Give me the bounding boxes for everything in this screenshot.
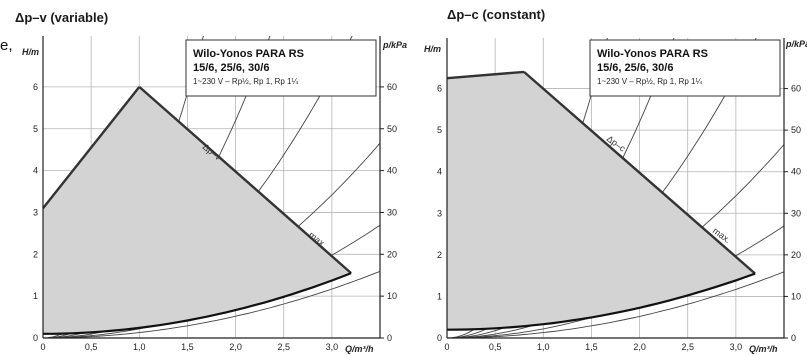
x-tick-label: 1,0 bbox=[133, 342, 146, 352]
y2-tick-label: 30 bbox=[387, 207, 397, 217]
y2-tick-label: 0 bbox=[791, 333, 796, 343]
y-tick-labels: 0 1 2 3 4 5 6 bbox=[33, 82, 38, 343]
x-tick-label: 2,0 bbox=[633, 342, 646, 352]
x-tick-label: 3,0 bbox=[326, 342, 339, 352]
y2-tick-label: 40 bbox=[791, 167, 801, 177]
x-tick-label: 2,0 bbox=[229, 342, 242, 352]
y-tick-label: 2 bbox=[437, 250, 442, 260]
info-box-subtitle: 1~230 V – Rp½, Rp 1, Rp 1¼ bbox=[193, 77, 299, 86]
y2-tick-label: 40 bbox=[387, 166, 397, 176]
y-tick-label: 4 bbox=[437, 167, 442, 177]
x-tick-label: 3,0 bbox=[730, 342, 743, 352]
info-box: Wilo-Yonos PARA RS 15/6, 25/6, 30/6 1~23… bbox=[185, 39, 377, 97]
y2-tick-label: 60 bbox=[791, 84, 801, 94]
x-tick-labels: 0 0,5 1,0 1,5 2,0 2,5 3,0 bbox=[444, 342, 742, 352]
max-curve bbox=[523, 70, 756, 275]
x-tick-label: 1,5 bbox=[585, 342, 598, 352]
x-tick-label: 0,5 bbox=[85, 342, 98, 352]
x-tick-labels: 0 0,5 1,0 1,5 2,0 2,5 3,0 bbox=[40, 342, 338, 352]
x-tick-label: 1,5 bbox=[181, 342, 194, 352]
info-box: Wilo-Yonos PARA RS 15/6, 25/6, 30/6 1~23… bbox=[589, 39, 781, 97]
chart-title-variable: Δp–v (variable) bbox=[15, 10, 108, 25]
y2-tick-label: 10 bbox=[791, 291, 801, 301]
info-box-title-1: Wilo-Yonos PARA RS bbox=[597, 48, 708, 60]
system-curve bbox=[447, 271, 784, 338]
operating-area bbox=[447, 71, 756, 330]
y-tick-label: 6 bbox=[437, 84, 442, 94]
chart-title-constant: Δp–c (constant) bbox=[447, 7, 545, 22]
x-tick-label: 0 bbox=[444, 342, 449, 352]
page-text-fragment: e, bbox=[0, 37, 13, 54]
y2-tick-label: 50 bbox=[387, 124, 397, 134]
y-tick-label: 3 bbox=[437, 208, 442, 218]
x-axis-label: Q/m³/h bbox=[345, 344, 374, 354]
max-curve bbox=[138, 85, 352, 275]
x-tick-label: 1,0 bbox=[537, 342, 550, 352]
chart-frame bbox=[446, 38, 785, 339]
y2-axis-label: p/kPa bbox=[382, 40, 407, 50]
info-box-title-2: 15/6, 25/6, 30/6 bbox=[597, 62, 673, 74]
y2-tick-labels: 0 10 20 30 40 50 60 bbox=[784, 84, 801, 343]
chart-frame bbox=[42, 36, 381, 339]
y2-tick-label: 20 bbox=[791, 250, 801, 260]
y2-tick-label: 20 bbox=[387, 249, 397, 259]
min-curve bbox=[43, 272, 352, 335]
x-tick-label: 2,5 bbox=[681, 342, 694, 352]
y-axis-label: H/m bbox=[22, 47, 39, 57]
y-tick-label: 4 bbox=[33, 166, 38, 176]
y-tick-label: 5 bbox=[33, 124, 38, 134]
y2-tick-label: 0 bbox=[387, 333, 392, 343]
y2-tick-label: 50 bbox=[791, 125, 801, 135]
operating-area bbox=[43, 86, 352, 334]
chart-variable: Δp–v (variable) 0 0,5 1,0 1,5 2,0 2,5 3,0 0 1 2 3… bbox=[15, 10, 407, 354]
y-tick-label: 6 bbox=[33, 82, 38, 92]
x-tick-label: 0,5 bbox=[489, 342, 502, 352]
control-curve bbox=[42, 86, 141, 210]
y2-tick-label: 60 bbox=[387, 82, 397, 92]
y-tick-label: 3 bbox=[33, 207, 38, 217]
info-box-subtitle: 1~230 V – Rp½, Rp 1, Rp 1¼ bbox=[597, 77, 703, 86]
y-tick-label: 1 bbox=[33, 291, 38, 301]
x-tick-label: 2,5 bbox=[277, 342, 290, 352]
y2-tick-label: 30 bbox=[791, 208, 801, 218]
y-tick-label: 0 bbox=[33, 333, 38, 343]
x-tick-label: 0 bbox=[40, 342, 45, 352]
y2-axis-label: p/kPa bbox=[785, 39, 807, 49]
y-tick-label: 5 bbox=[437, 125, 442, 135]
y-tick-label: 2 bbox=[33, 249, 38, 259]
y2-tick-label: 10 bbox=[387, 291, 397, 301]
system-curve bbox=[43, 270, 380, 338]
y2-tick-labels: 0 10 20 30 40 50 60 bbox=[380, 82, 397, 343]
info-box-title-2: 15/6, 25/6, 30/6 bbox=[193, 62, 269, 74]
info-box-title-1: Wilo-Yonos PARA RS bbox=[193, 48, 304, 60]
y-tick-label: 0 bbox=[437, 333, 442, 343]
y-tick-labels: 0 1 2 3 4 5 6 bbox=[437, 84, 442, 343]
min-curve bbox=[446, 272, 756, 331]
y-tick-label: 1 bbox=[437, 291, 442, 301]
control-curve bbox=[446, 70, 525, 80]
x-axis-label: Q/m³/h bbox=[749, 344, 778, 354]
chart-constant: Δp–c (constant) 0 0,5 1,0 1,5 2,0 2,5 3,0 0 1 2 3… bbox=[424, 7, 807, 354]
y-axis-label: H/m bbox=[424, 44, 441, 54]
